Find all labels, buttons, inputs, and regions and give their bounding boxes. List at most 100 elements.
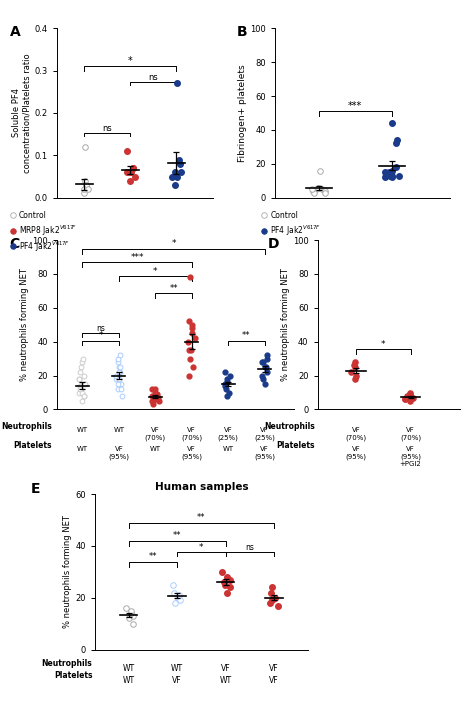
Point (316, 165, 323, 176)
Text: WT: WT (171, 664, 183, 673)
Text: *: * (128, 56, 133, 66)
Text: B: B (237, 25, 247, 39)
Y-axis label: Fibrinogen+ platelets: Fibrinogen+ platelets (238, 64, 247, 162)
Point (149, 399, 157, 410)
Point (190, 361, 197, 373)
Point (221, 378, 229, 390)
Text: **: ** (149, 552, 157, 561)
Point (219, 566, 226, 578)
Text: ns: ns (102, 124, 112, 133)
Point (393, 134, 401, 145)
Point (148, 395, 155, 407)
Point (259, 357, 266, 368)
Point (226, 370, 234, 381)
Point (129, 610, 137, 621)
Text: VF: VF (269, 676, 279, 686)
Point (384, 168, 392, 179)
Point (321, 185, 328, 196)
Point (153, 388, 161, 400)
Text: *: * (99, 331, 103, 340)
Point (149, 383, 156, 395)
Point (76, 373, 83, 385)
Y-axis label: % neutrophils forming NET: % neutrophils forming NET (20, 268, 29, 381)
Point (76, 383, 84, 395)
Point (261, 361, 269, 373)
Point (116, 366, 123, 378)
Point (187, 345, 194, 356)
Point (76, 380, 83, 391)
Point (78, 387, 86, 398)
Text: Platelets: Platelets (14, 441, 52, 450)
Point (127, 608, 135, 619)
Point (77, 383, 85, 395)
Point (129, 162, 137, 174)
Point (310, 185, 317, 196)
Point (188, 328, 196, 339)
Point (131, 171, 139, 182)
Point (175, 590, 182, 601)
Text: C: C (9, 237, 20, 251)
Point (191, 333, 199, 344)
Point (127, 605, 135, 616)
Point (386, 170, 393, 181)
Text: E: E (31, 481, 40, 496)
Point (123, 145, 130, 157)
Point (151, 383, 159, 395)
Point (227, 582, 234, 593)
Point (155, 395, 162, 407)
Text: **: ** (169, 284, 178, 293)
Point (115, 361, 123, 373)
Text: Control: Control (270, 211, 298, 220)
Point (318, 184, 326, 195)
Text: PF4 Jak2$^{V617F}$: PF4 Jak2$^{V617F}$ (270, 224, 321, 238)
Text: VF
(70%): VF (70%) (400, 427, 421, 441)
Text: ns: ns (149, 73, 158, 82)
Point (176, 594, 184, 606)
Point (78, 395, 86, 407)
Point (129, 162, 137, 174)
Point (112, 373, 119, 385)
Text: **: ** (197, 513, 206, 522)
Point (175, 154, 183, 165)
Text: VF
(95%): VF (95%) (254, 446, 275, 460)
Point (9, 241, 17, 252)
Point (171, 179, 179, 191)
Point (118, 390, 126, 402)
Point (221, 380, 229, 391)
Point (267, 587, 274, 598)
Point (407, 387, 414, 398)
Point (127, 167, 135, 178)
Text: WT: WT (219, 676, 232, 686)
Point (127, 175, 134, 186)
Point (129, 618, 137, 629)
Point (274, 600, 282, 611)
Point (79, 353, 86, 364)
Point (80, 370, 87, 381)
Point (9, 225, 17, 237)
Point (185, 316, 192, 327)
Point (186, 272, 193, 283)
Point (171, 587, 178, 598)
Point (388, 170, 396, 181)
Point (223, 377, 230, 388)
Point (118, 378, 125, 390)
Point (80, 390, 88, 402)
Point (173, 78, 181, 89)
Text: **: ** (173, 532, 182, 540)
Point (116, 349, 124, 361)
Text: VF: VF (221, 664, 230, 673)
Text: WT: WT (77, 427, 88, 433)
Point (151, 394, 159, 405)
Point (223, 373, 230, 385)
Point (401, 394, 409, 405)
Point (77, 361, 85, 373)
Point (116, 361, 124, 373)
Point (115, 357, 122, 368)
Point (309, 184, 316, 195)
Point (151, 387, 158, 398)
Text: ns: ns (246, 543, 255, 552)
Point (321, 187, 328, 198)
Point (315, 182, 323, 193)
Point (115, 373, 123, 385)
Text: WT: WT (77, 446, 88, 452)
